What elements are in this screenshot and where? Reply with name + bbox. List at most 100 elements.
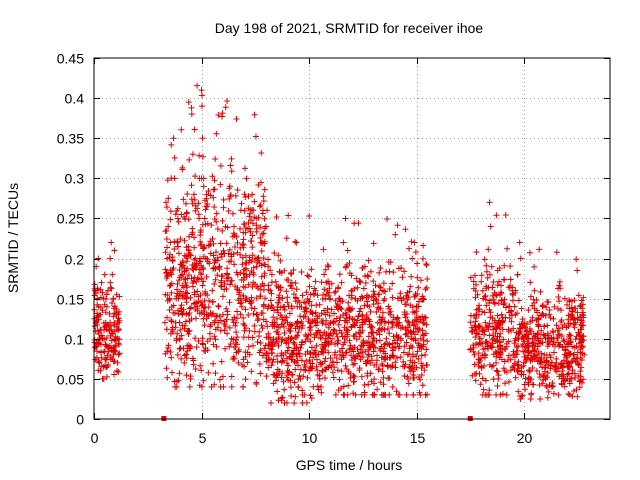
data-point bbox=[291, 379, 298, 386]
data-point bbox=[219, 227, 226, 234]
data-point bbox=[494, 282, 501, 289]
data-point bbox=[577, 344, 584, 351]
data-point bbox=[545, 388, 552, 395]
data-point bbox=[333, 303, 340, 310]
data-point bbox=[410, 374, 417, 381]
data-point bbox=[565, 363, 572, 370]
data-point bbox=[511, 366, 518, 373]
data-point bbox=[201, 215, 208, 222]
data-point bbox=[345, 299, 352, 306]
data-point bbox=[161, 319, 168, 326]
data-point bbox=[326, 312, 333, 319]
data-point bbox=[93, 343, 100, 350]
data-point bbox=[237, 244, 244, 251]
data-point bbox=[198, 271, 205, 278]
data-point bbox=[288, 356, 295, 363]
data-point bbox=[407, 328, 414, 335]
data-point bbox=[210, 186, 217, 193]
data-point bbox=[354, 352, 361, 359]
data-point bbox=[387, 259, 394, 266]
data-point bbox=[389, 294, 396, 301]
data-point bbox=[216, 376, 223, 383]
data-point bbox=[372, 282, 379, 289]
data-point bbox=[498, 297, 505, 304]
data-point bbox=[176, 346, 183, 353]
data-point bbox=[301, 391, 308, 398]
data-point bbox=[233, 329, 240, 336]
data-point bbox=[214, 257, 221, 264]
data-point bbox=[357, 329, 364, 336]
data-point bbox=[351, 373, 358, 380]
data-point bbox=[423, 321, 430, 328]
data-point bbox=[237, 311, 244, 318]
data-point bbox=[525, 348, 532, 355]
data-point bbox=[168, 317, 175, 324]
data-point bbox=[531, 299, 538, 306]
data-point bbox=[469, 327, 476, 334]
data-point bbox=[273, 213, 280, 220]
data-point bbox=[321, 329, 328, 336]
data-point bbox=[248, 294, 255, 301]
data-point bbox=[470, 285, 477, 292]
data-point bbox=[389, 352, 396, 359]
data-point bbox=[263, 318, 270, 325]
data-point bbox=[511, 303, 518, 310]
axis-ticks bbox=[94, 58, 610, 420]
data-point bbox=[228, 168, 235, 175]
data-point bbox=[115, 368, 122, 375]
data-point bbox=[379, 368, 386, 375]
data-point bbox=[335, 284, 342, 291]
data-point bbox=[522, 344, 529, 351]
data-point bbox=[320, 246, 327, 253]
data-point bbox=[394, 295, 401, 302]
data-point bbox=[183, 372, 190, 379]
data-point bbox=[495, 375, 502, 382]
data-point bbox=[327, 319, 334, 326]
data-point bbox=[220, 311, 226, 318]
data-point bbox=[237, 207, 244, 214]
data-point bbox=[212, 370, 219, 377]
data-point bbox=[94, 327, 101, 334]
data-point bbox=[163, 199, 170, 206]
data-point bbox=[378, 354, 385, 361]
data-point bbox=[499, 326, 506, 333]
data-point bbox=[175, 243, 182, 250]
data-point bbox=[470, 342, 477, 349]
data-point bbox=[325, 332, 332, 339]
data-point bbox=[174, 205, 181, 212]
data-point bbox=[479, 308, 486, 315]
data-point bbox=[573, 355, 580, 362]
data-point bbox=[319, 368, 326, 375]
data-point bbox=[403, 311, 410, 318]
data-point bbox=[424, 338, 431, 345]
data-point bbox=[101, 348, 108, 355]
data-point bbox=[259, 310, 266, 317]
data-point bbox=[182, 200, 189, 207]
data-point bbox=[545, 361, 552, 368]
data-point bbox=[399, 363, 406, 370]
data-point bbox=[194, 275, 201, 282]
data-point bbox=[243, 295, 250, 302]
data-point bbox=[281, 399, 288, 406]
data-point bbox=[213, 218, 220, 225]
data-point bbox=[379, 325, 386, 332]
data-point bbox=[314, 356, 321, 363]
data-point bbox=[339, 298, 346, 305]
data-point bbox=[467, 346, 474, 353]
data-point bbox=[486, 332, 493, 339]
data-point bbox=[549, 341, 556, 348]
data-point bbox=[226, 343, 233, 350]
data-point bbox=[167, 208, 174, 215]
data-point bbox=[506, 309, 513, 316]
data-point bbox=[189, 229, 196, 236]
data-point bbox=[370, 240, 377, 247]
data-point bbox=[193, 300, 200, 307]
data-point bbox=[201, 322, 208, 329]
data-point bbox=[566, 297, 573, 304]
data-point bbox=[486, 391, 493, 398]
data-point bbox=[569, 343, 576, 350]
data-point bbox=[242, 165, 249, 172]
data-point bbox=[196, 175, 203, 182]
data-point bbox=[185, 246, 192, 253]
data-point bbox=[343, 326, 350, 333]
